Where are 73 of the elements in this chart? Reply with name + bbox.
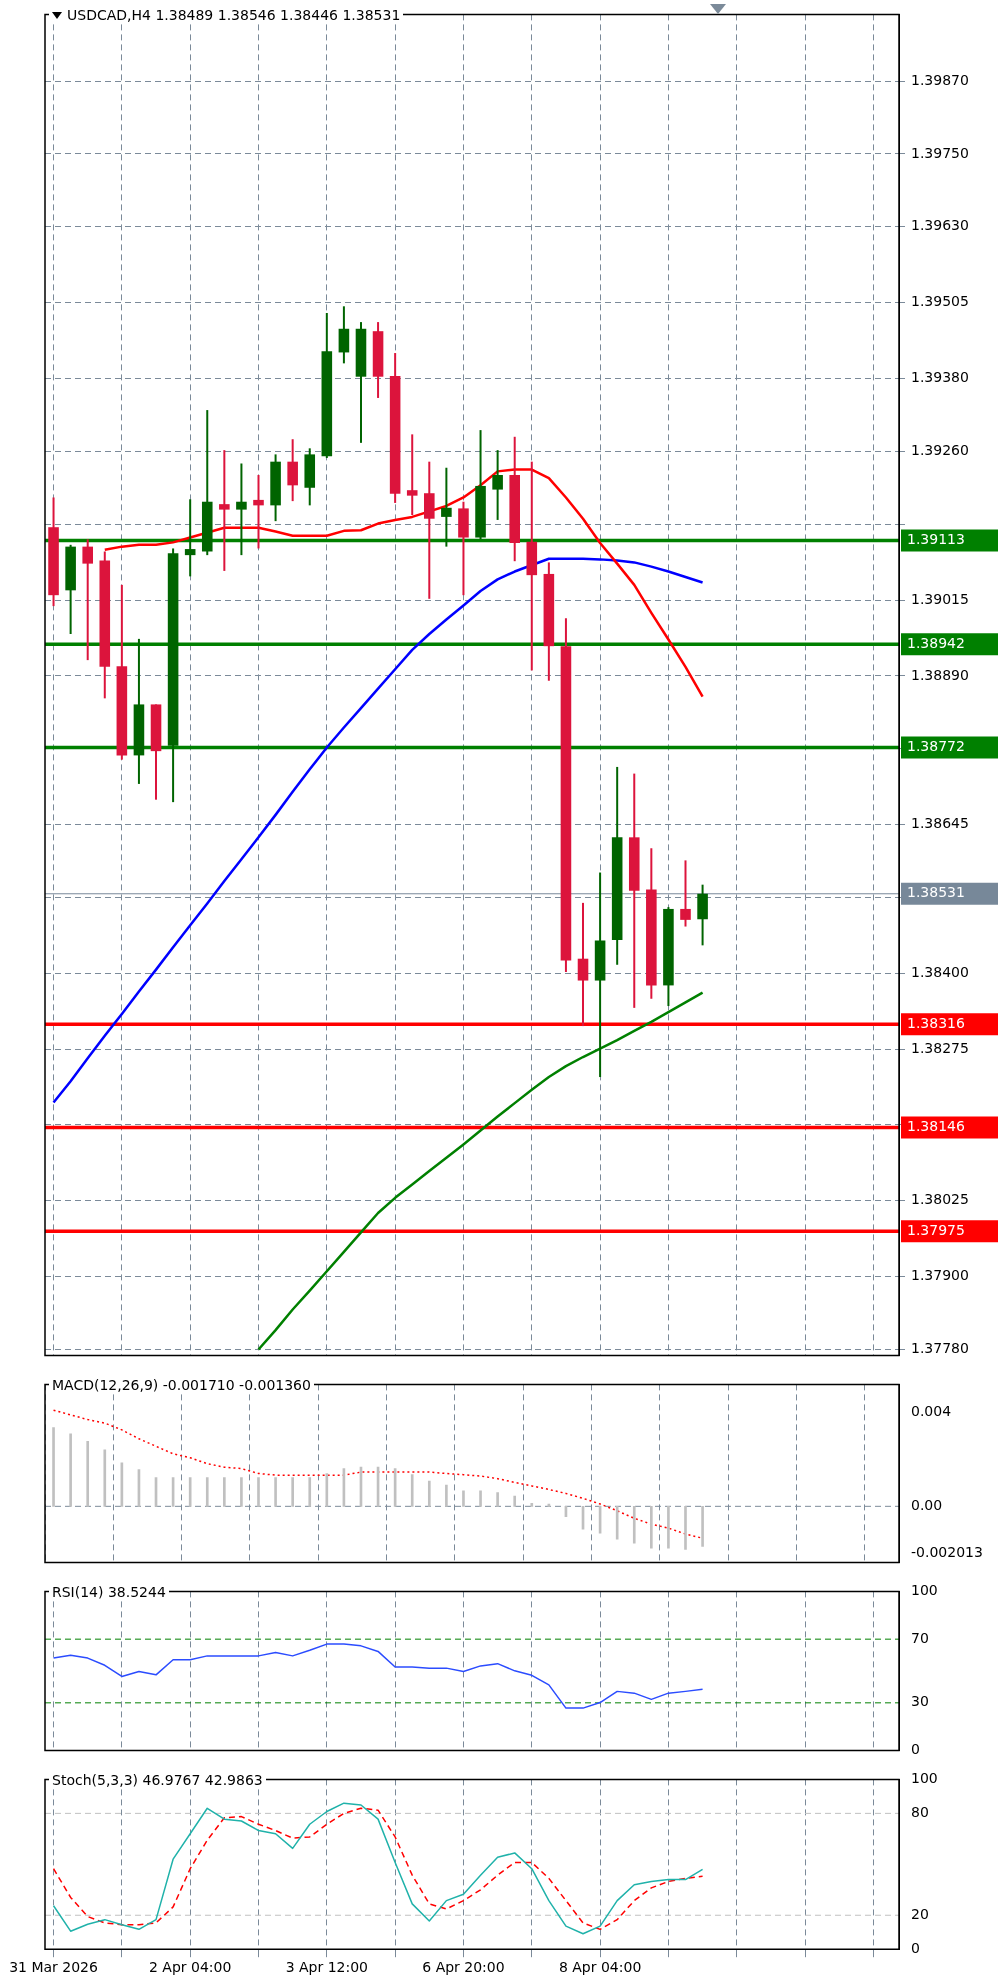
- y-tick-label: 1.38275: [911, 1039, 969, 1056]
- bar: [205, 1477, 209, 1507]
- y-tick-label: 1.39015: [911, 590, 969, 607]
- bar: [496, 1492, 499, 1507]
- bar: [223, 1477, 226, 1507]
- y-tick-label: 1.39260: [911, 441, 969, 458]
- chart-title: RSI(14) 38.5244: [52, 1584, 166, 1600]
- ref-line-label: 1.38942: [907, 634, 965, 651]
- y-tick-label: 0: [911, 1939, 920, 1956]
- bar: [462, 1490, 465, 1507]
- x-tick-label: 8 Apr 04:00: [558, 1959, 642, 1976]
- bar: [291, 1477, 294, 1507]
- bar: [445, 1484, 448, 1507]
- bar: [86, 1441, 90, 1507]
- y-tick-label: 1.38025: [911, 1191, 969, 1208]
- ref-line-label: 1.38772: [907, 738, 965, 755]
- y-tick-label: 1.38400: [911, 963, 969, 980]
- bar: [325, 1473, 329, 1507]
- chart-title: MACD(12,26,9) -0.001710 -0.001360: [52, 1377, 311, 1393]
- bar: [667, 1506, 670, 1549]
- bar: [427, 1480, 431, 1507]
- ref-line-label: 1.38531: [907, 884, 965, 901]
- bar: [274, 1477, 277, 1507]
- x-tick-label: 31 Mar 2026: [9, 1959, 99, 1976]
- chart-title: USDCAD,H4 1.38489 1.38546 1.38446 1.38531: [67, 7, 401, 23]
- candlestick: [184, 499, 196, 577]
- y-tick-label: 1.39380: [911, 369, 969, 386]
- y-tick-label: 1.38890: [911, 666, 969, 683]
- y-tick-label: 0: [911, 1741, 920, 1758]
- candlestick: [236, 463, 247, 556]
- ref-line-label: 1.39113: [907, 531, 965, 548]
- chart-title: Stoch(5,3,3) 46.9767 42.9863: [52, 1772, 263, 1788]
- bar: [513, 1495, 517, 1507]
- y-tick-label: 1.38645: [911, 815, 969, 832]
- bar: [69, 1433, 72, 1507]
- y-tick-label: 0.004: [911, 1403, 952, 1420]
- bar: [684, 1506, 687, 1550]
- bar: [650, 1506, 653, 1549]
- y-tick-label: 1.37780: [911, 1340, 969, 1357]
- y-tick-label: 1.39630: [911, 217, 969, 234]
- bar: [308, 1477, 312, 1507]
- y-tick-label: 0.00: [911, 1496, 943, 1513]
- candlestick: [253, 475, 264, 549]
- x-tick-label: 3 Apr 12:00: [285, 1959, 369, 1976]
- bar: [188, 1477, 192, 1507]
- bar: [103, 1449, 107, 1507]
- bar: [240, 1477, 243, 1507]
- x-tick-label: 2 Apr 04:00: [148, 1959, 232, 1976]
- y-tick-label: 100: [911, 1770, 938, 1787]
- bar: [530, 1502, 534, 1507]
- y-tick-label: 1.39505: [911, 293, 969, 310]
- bar: [615, 1506, 619, 1540]
- candlestick: [219, 450, 230, 571]
- y-tick-label: 20: [911, 1905, 929, 1922]
- y-tick-label: 100: [911, 1582, 938, 1599]
- bar: [632, 1506, 636, 1544]
- ref-line-label: 1.38146: [907, 1118, 965, 1135]
- y-tick-label: 80: [911, 1804, 929, 1820]
- bar: [410, 1474, 414, 1507]
- x-tick-label: 6 Apr 20:00: [422, 1959, 505, 1976]
- y-tick-label: 1.39870: [911, 71, 969, 88]
- bar: [52, 1427, 55, 1507]
- bar: [479, 1490, 482, 1507]
- y-tick-label: 30: [911, 1693, 929, 1710]
- bar: [701, 1506, 704, 1547]
- candlestick: [406, 434, 418, 516]
- y-tick-label: 70: [911, 1629, 929, 1646]
- y-tick-label: 1.37900: [911, 1267, 969, 1284]
- ref-line-label: 1.38316: [907, 1014, 965, 1031]
- y-tick-label: 1.39750: [911, 144, 969, 161]
- ref-line-label: 1.37975: [907, 1221, 965, 1238]
- y-tick-label: -0.002013: [911, 1544, 983, 1561]
- bar: [257, 1477, 260, 1507]
